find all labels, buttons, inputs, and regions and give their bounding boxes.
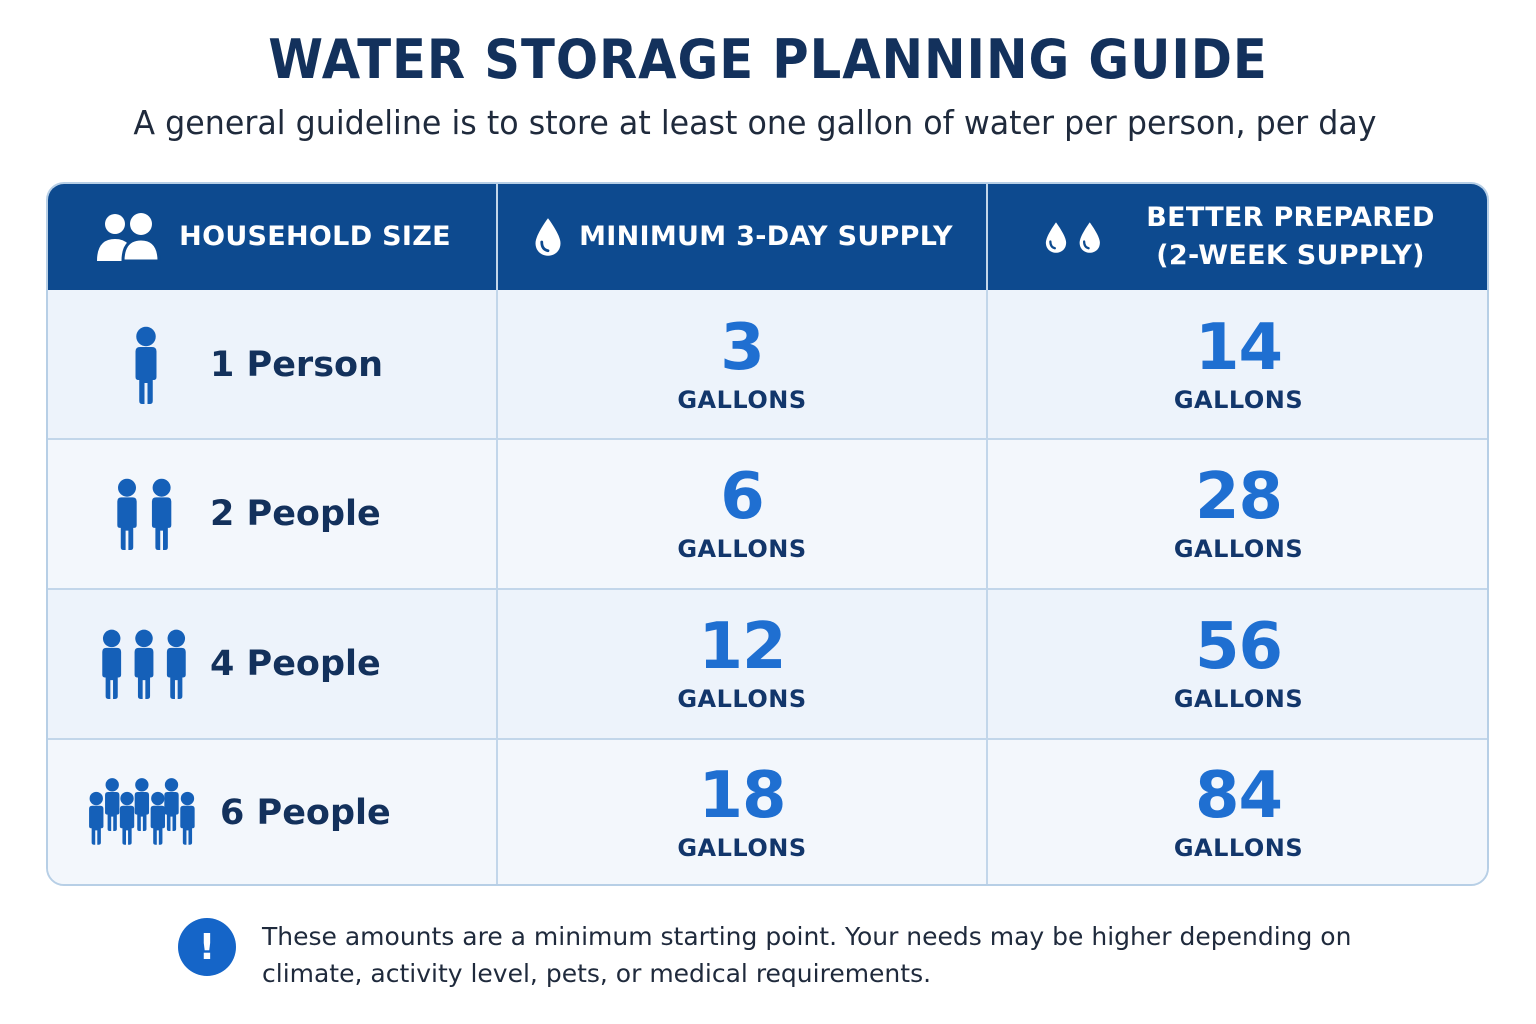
header-minimum-supply-label: MINIMUM 3-DAY SUPPLY <box>579 221 953 252</box>
better-gallons-unit: GALLONS <box>1173 386 1304 414</box>
footnote-line1: These amounts are a minimum starting poi… <box>262 922 1352 951</box>
six-people-icon <box>89 778 195 845</box>
footnote: These amounts are a minimum starting poi… <box>262 918 1362 992</box>
minimum-gallons-value: 3 <box>720 311 765 385</box>
minimum-supply-cell: 12 GALLONS <box>498 590 986 738</box>
household-label: 4 People <box>210 644 381 684</box>
better-gallons-value: 84 <box>1194 759 1283 833</box>
minimum-gallons-unit: GALLONS <box>677 535 807 563</box>
better-prepared-cell: 14 GALLONS <box>988 290 1487 440</box>
household-label: 1 Person <box>210 345 383 385</box>
better-gallons-value: 56 <box>1194 610 1283 684</box>
minimum-gallons-unit: GALLONS <box>677 685 807 713</box>
household-cell: 1 Person <box>48 290 496 440</box>
household-cell: 2 People <box>48 440 496 588</box>
household-label: 6 People <box>220 793 391 833</box>
water-storage-table: HOUSEHOLD SIZE MINIMUM 3-DAY SUPPLY BETT… <box>46 182 1489 886</box>
table-row: 1 Person 3 GALLONS 14 GALLONS <box>48 290 1487 440</box>
one-person-icon <box>135 326 157 404</box>
exclamation-icon: ! <box>178 918 236 976</box>
table-row: 2 People 6 GALLONS 28 GALLONS <box>48 438 1487 588</box>
minimum-gallons-value: 6 <box>720 460 765 534</box>
minimum-supply-cell: 18 GALLONS <box>498 740 986 884</box>
minimum-gallons-value: 18 <box>698 759 786 833</box>
household-cell: 6 People <box>48 740 496 884</box>
better-gallons-unit: GALLONS <box>1173 834 1304 862</box>
header-better-prepared-line2: (2-WEEK SUPPLY) <box>1156 240 1425 271</box>
header-household-size-label: HOUSEHOLD SIZE <box>179 221 451 252</box>
better-gallons-value: 14 <box>1194 311 1283 385</box>
better-gallons-unit: GALLONS <box>1173 685 1304 713</box>
minimum-gallons-value: 12 <box>698 610 786 684</box>
minimum-supply-cell: 6 GALLONS <box>498 440 986 588</box>
page-subtitle: A general guideline is to store at least… <box>133 103 1377 142</box>
people-icon <box>97 213 161 263</box>
water-drop-icon <box>535 218 561 256</box>
table-row: 6 People 18 GALLONS 84 GALLONS <box>48 738 1487 884</box>
header-better-prepared: BETTER PREPARED (2-WEEK SUPPLY) <box>988 184 1487 290</box>
better-prepared-cell: 84 GALLONS <box>988 740 1487 884</box>
better-gallons-unit: GALLONS <box>1173 535 1304 563</box>
table-header-row: HOUSEHOLD SIZE MINIMUM 3-DAY SUPPLY BETT… <box>48 184 1487 290</box>
household-label: 2 People <box>210 494 381 534</box>
header-household-size: HOUSEHOLD SIZE <box>48 184 496 290</box>
header-better-prepared-line1: BETTER PREPARED <box>1146 202 1435 233</box>
header-minimum-supply: MINIMUM 3-DAY SUPPLY <box>498 184 986 290</box>
better-prepared-cell: 56 GALLONS <box>988 590 1487 738</box>
header-better-prepared-label: BETTER PREPARED (2-WEEK SUPPLY) <box>1146 199 1435 275</box>
two-water-drops-icon <box>1046 222 1101 253</box>
two-people-icon <box>117 478 172 550</box>
minimum-gallons-unit: GALLONS <box>677 386 807 414</box>
better-gallons-value: 28 <box>1194 460 1283 534</box>
four-people-icon <box>102 629 186 699</box>
table-row: 4 People 12 GALLONS 56 GALLONS <box>48 588 1487 738</box>
better-prepared-cell: 28 GALLONS <box>988 440 1487 588</box>
minimum-gallons-unit: GALLONS <box>677 834 807 862</box>
minimum-supply-cell: 3 GALLONS <box>498 290 986 440</box>
page-title: WATER STORAGE PLANNING GUIDE <box>268 28 1268 91</box>
footnote-line2: climate, activity level, pets, or medica… <box>262 959 932 988</box>
household-cell: 4 People <box>48 590 496 738</box>
